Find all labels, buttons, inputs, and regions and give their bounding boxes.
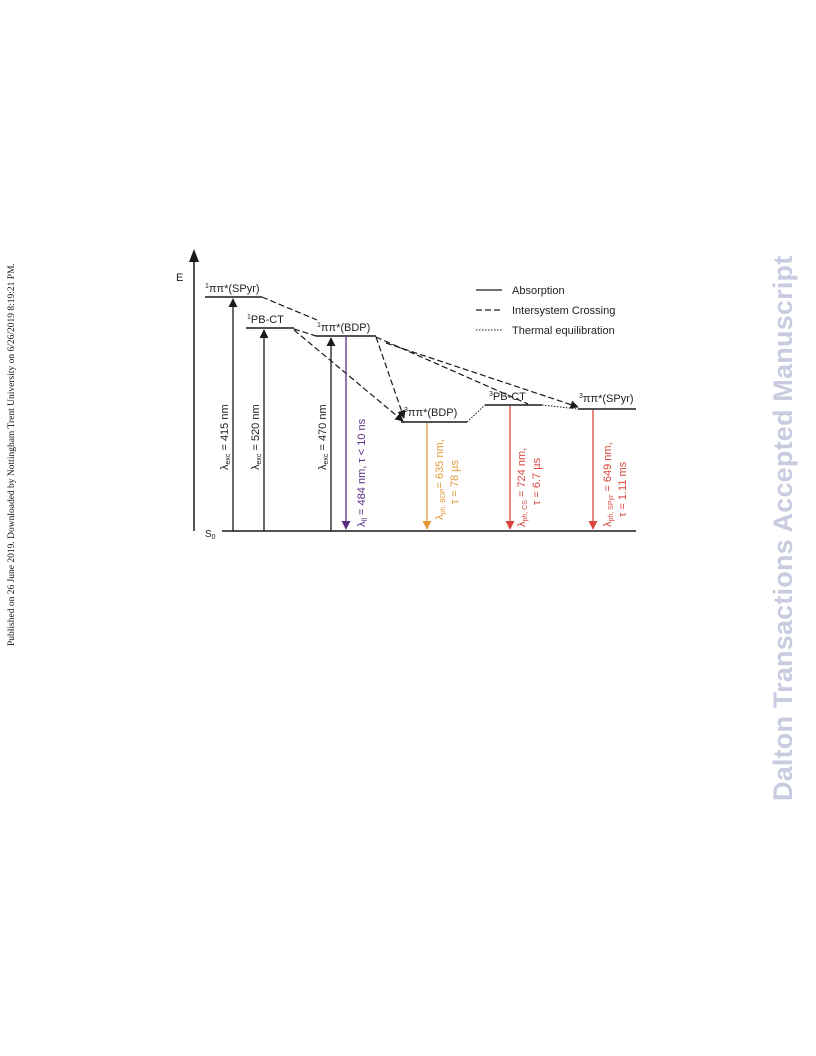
- fluorescence-label: λfl = 484 nm, τ < 10 ns: [356, 418, 369, 527]
- energy-axis-arrowhead: [189, 249, 199, 262]
- phosphorescence-bdp-label-line2: τ = 78 µs: [449, 459, 461, 504]
- legend: Absorption Intersystem Crossing Thermal …: [476, 285, 615, 337]
- thermal-bdp-to-pbct-triplet: [466, 404, 486, 423]
- isc-pbct-to-bdp-triplet: [293, 329, 404, 422]
- isc-bdp-to-bdp-triplet: [375, 336, 406, 419]
- absorption-label-470: λexc = 470 nm: [317, 404, 330, 470]
- isc-bdp-to-pbct-triplet: [375, 336, 529, 405]
- label-bdp-triplet: 3ππ*(BDP): [404, 407, 457, 419]
- label-pbct-singlet: 1PB-CT: [247, 314, 284, 326]
- energy-axis-label: E: [176, 272, 183, 284]
- absorption-label-520: λexc = 520 nm: [250, 404, 263, 470]
- legend-isc-label: Intersystem Crossing: [512, 305, 615, 317]
- isc-pbct-to-bdp-singlet: [293, 328, 317, 337]
- phosphorescence-cs-label-line2: τ = 6.7 µs: [531, 457, 543, 505]
- label-bdp-singlet: 1ππ*(BDP): [317, 322, 370, 334]
- legend-absorption-label: Absorption: [512, 285, 565, 297]
- thermal-pbct-to-spyr-triplet: [541, 404, 579, 410]
- phosphorescence-bdp-label: λph, BDP= 635 nm,: [434, 439, 447, 520]
- isc-spyr-to-bdp-singlet: [261, 296, 318, 321]
- label-spyr-triplet: 3ππ*(SPyr): [579, 393, 634, 405]
- isc-bdp-to-spyr-triplet: [385, 342, 579, 409]
- phosphorescence-spyr-label-line2: τ = 1.11 ms: [617, 461, 629, 517]
- ground-state-label: S0: [205, 529, 216, 541]
- legend-thermal-label: Thermal equilibration: [512, 325, 615, 337]
- absorption-label-415: λexc = 415 nm: [219, 404, 232, 470]
- phosphorescence-cs-label: λph, CS = 724 nm,: [516, 448, 529, 527]
- label-spyr-singlet: 1ππ*(SPyr): [205, 283, 260, 295]
- phosphorescence-spyr-label: λph, SPyr = 649 nm,: [602, 442, 615, 527]
